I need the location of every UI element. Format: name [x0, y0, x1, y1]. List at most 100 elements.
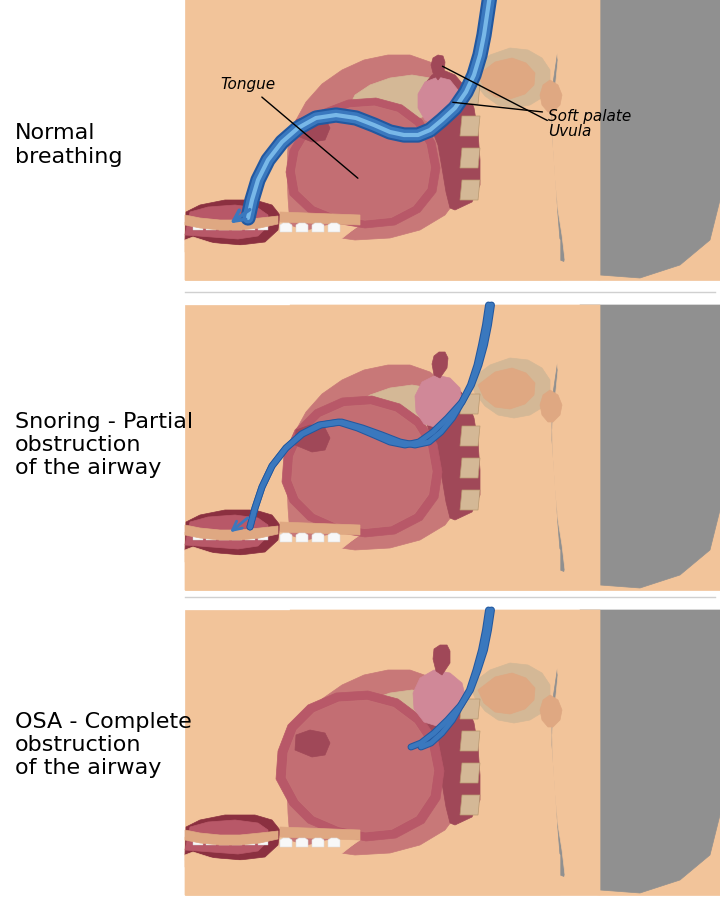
Polygon shape — [460, 458, 480, 478]
Polygon shape — [432, 352, 448, 378]
Polygon shape — [185, 810, 560, 895]
Polygon shape — [312, 533, 324, 542]
Polygon shape — [185, 815, 280, 860]
Polygon shape — [245, 837, 255, 845]
Polygon shape — [219, 222, 229, 230]
Polygon shape — [312, 223, 324, 232]
Polygon shape — [540, 80, 562, 112]
Polygon shape — [470, 358, 550, 418]
Text: OSA - Complete
obstruction
of the airway: OSA - Complete obstruction of the airway — [15, 712, 192, 778]
Polygon shape — [185, 305, 720, 590]
Polygon shape — [188, 220, 262, 228]
Polygon shape — [460, 795, 480, 815]
Polygon shape — [290, 305, 600, 590]
Polygon shape — [328, 838, 340, 847]
Polygon shape — [296, 838, 308, 847]
Polygon shape — [185, 830, 278, 845]
Polygon shape — [413, 670, 466, 727]
Polygon shape — [418, 77, 460, 125]
Polygon shape — [185, 215, 278, 230]
Polygon shape — [328, 223, 340, 232]
Polygon shape — [232, 222, 242, 230]
Polygon shape — [232, 837, 242, 845]
Polygon shape — [292, 405, 432, 528]
Polygon shape — [185, 505, 560, 590]
Polygon shape — [287, 55, 470, 240]
Polygon shape — [295, 115, 330, 142]
Polygon shape — [206, 222, 216, 230]
Polygon shape — [185, 205, 268, 239]
Polygon shape — [258, 532, 268, 540]
Polygon shape — [185, 610, 720, 895]
Polygon shape — [552, 0, 720, 278]
Polygon shape — [188, 835, 262, 843]
Polygon shape — [193, 222, 203, 230]
Polygon shape — [460, 84, 480, 104]
Polygon shape — [258, 222, 268, 230]
Polygon shape — [460, 116, 480, 136]
Polygon shape — [232, 532, 242, 540]
Polygon shape — [460, 699, 480, 719]
Polygon shape — [424, 70, 480, 210]
Polygon shape — [245, 532, 255, 540]
Polygon shape — [460, 763, 480, 783]
Polygon shape — [280, 533, 292, 542]
Text: Uvula: Uvula — [443, 67, 591, 140]
Polygon shape — [290, 610, 600, 895]
Text: Snoring - Partial
obstruction
of the airway: Snoring - Partial obstruction of the air… — [15, 412, 193, 478]
Polygon shape — [219, 532, 229, 540]
Polygon shape — [296, 533, 308, 542]
Polygon shape — [295, 730, 330, 757]
Polygon shape — [185, 0, 720, 280]
Polygon shape — [478, 368, 535, 409]
Polygon shape — [415, 375, 462, 428]
Polygon shape — [280, 212, 360, 225]
Polygon shape — [276, 691, 444, 841]
Polygon shape — [185, 515, 268, 549]
Text: Tongue: Tongue — [220, 77, 358, 178]
Polygon shape — [245, 222, 255, 230]
Polygon shape — [185, 220, 355, 263]
Polygon shape — [185, 510, 280, 555]
Polygon shape — [460, 180, 480, 200]
Polygon shape — [478, 673, 535, 714]
Polygon shape — [188, 530, 262, 538]
Polygon shape — [295, 106, 431, 220]
Text: Soft palate: Soft palate — [453, 103, 631, 124]
Polygon shape — [431, 55, 445, 80]
Polygon shape — [478, 58, 535, 99]
Polygon shape — [328, 533, 340, 542]
Polygon shape — [290, 0, 600, 280]
Polygon shape — [185, 215, 360, 255]
Polygon shape — [460, 731, 480, 751]
Polygon shape — [193, 532, 203, 540]
Polygon shape — [185, 820, 268, 854]
Polygon shape — [287, 365, 470, 550]
Polygon shape — [424, 380, 480, 520]
Polygon shape — [280, 827, 360, 840]
Polygon shape — [552, 610, 720, 893]
Polygon shape — [193, 837, 203, 845]
Polygon shape — [280, 838, 292, 847]
Polygon shape — [460, 394, 480, 414]
Polygon shape — [540, 695, 562, 727]
Polygon shape — [424, 685, 480, 825]
Polygon shape — [350, 385, 440, 432]
Polygon shape — [282, 396, 442, 537]
Polygon shape — [540, 390, 562, 422]
Polygon shape — [206, 532, 216, 540]
Polygon shape — [287, 670, 470, 855]
Polygon shape — [219, 837, 229, 845]
Polygon shape — [552, 305, 720, 588]
Polygon shape — [470, 48, 550, 108]
Polygon shape — [295, 425, 330, 452]
Polygon shape — [185, 525, 360, 565]
Polygon shape — [286, 98, 440, 228]
Polygon shape — [286, 700, 434, 832]
Polygon shape — [280, 223, 292, 232]
Polygon shape — [258, 837, 268, 845]
Polygon shape — [350, 690, 440, 737]
Polygon shape — [185, 830, 360, 870]
Polygon shape — [185, 200, 280, 245]
Polygon shape — [206, 837, 216, 845]
